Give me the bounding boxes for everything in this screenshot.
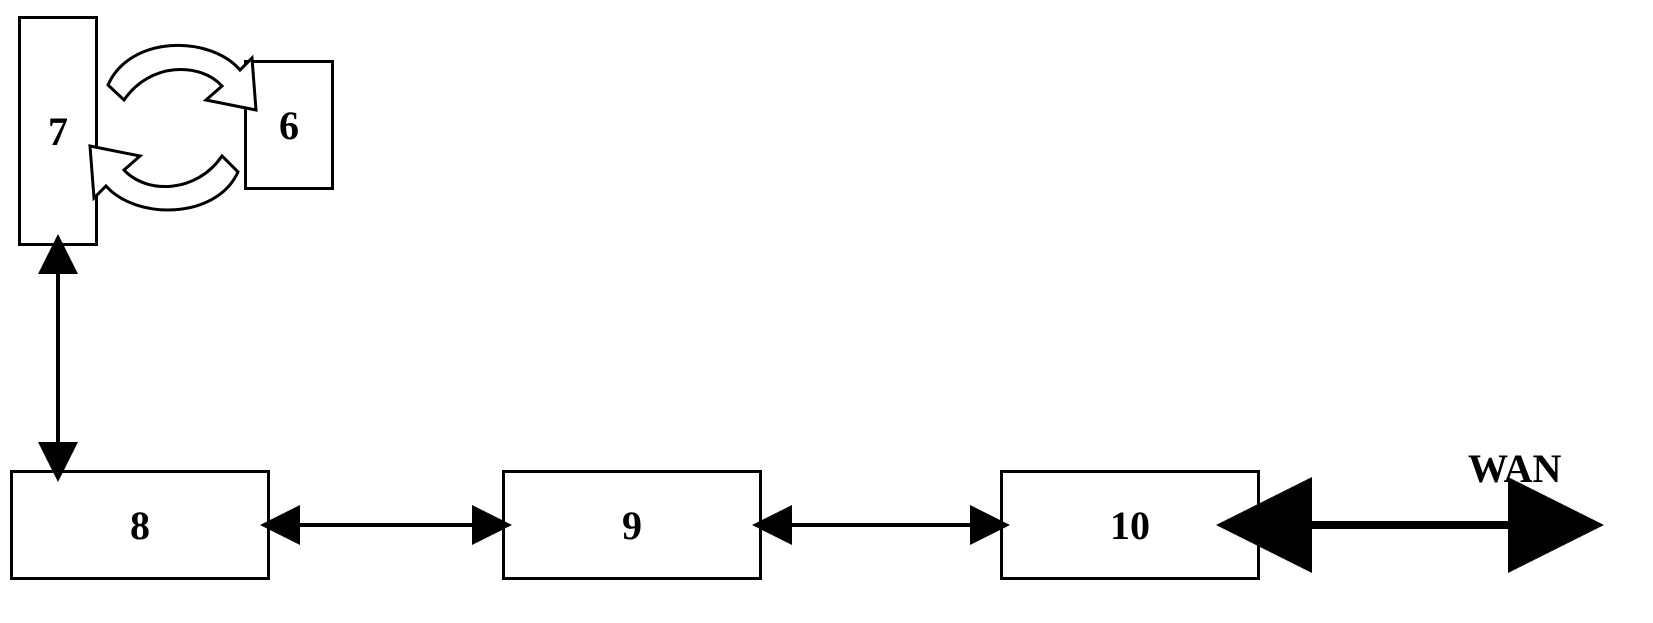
node-9: 9: [502, 470, 762, 580]
curved-arrow-top: [108, 45, 256, 110]
wan-label-text: WAN: [1468, 446, 1561, 491]
curved-arrow-bottom: [90, 146, 238, 210]
node-8-label: 8: [130, 502, 150, 549]
node-6-label: 6: [279, 102, 299, 149]
node-7: 7: [18, 16, 98, 246]
node-6: 6: [244, 60, 334, 190]
node-8: 8: [10, 470, 270, 580]
node-10: 10: [1000, 470, 1260, 580]
wan-label: WAN: [1468, 445, 1561, 492]
node-10-label: 10: [1110, 502, 1150, 549]
node-9-label: 9: [622, 502, 642, 549]
node-7-label: 7: [48, 108, 68, 155]
